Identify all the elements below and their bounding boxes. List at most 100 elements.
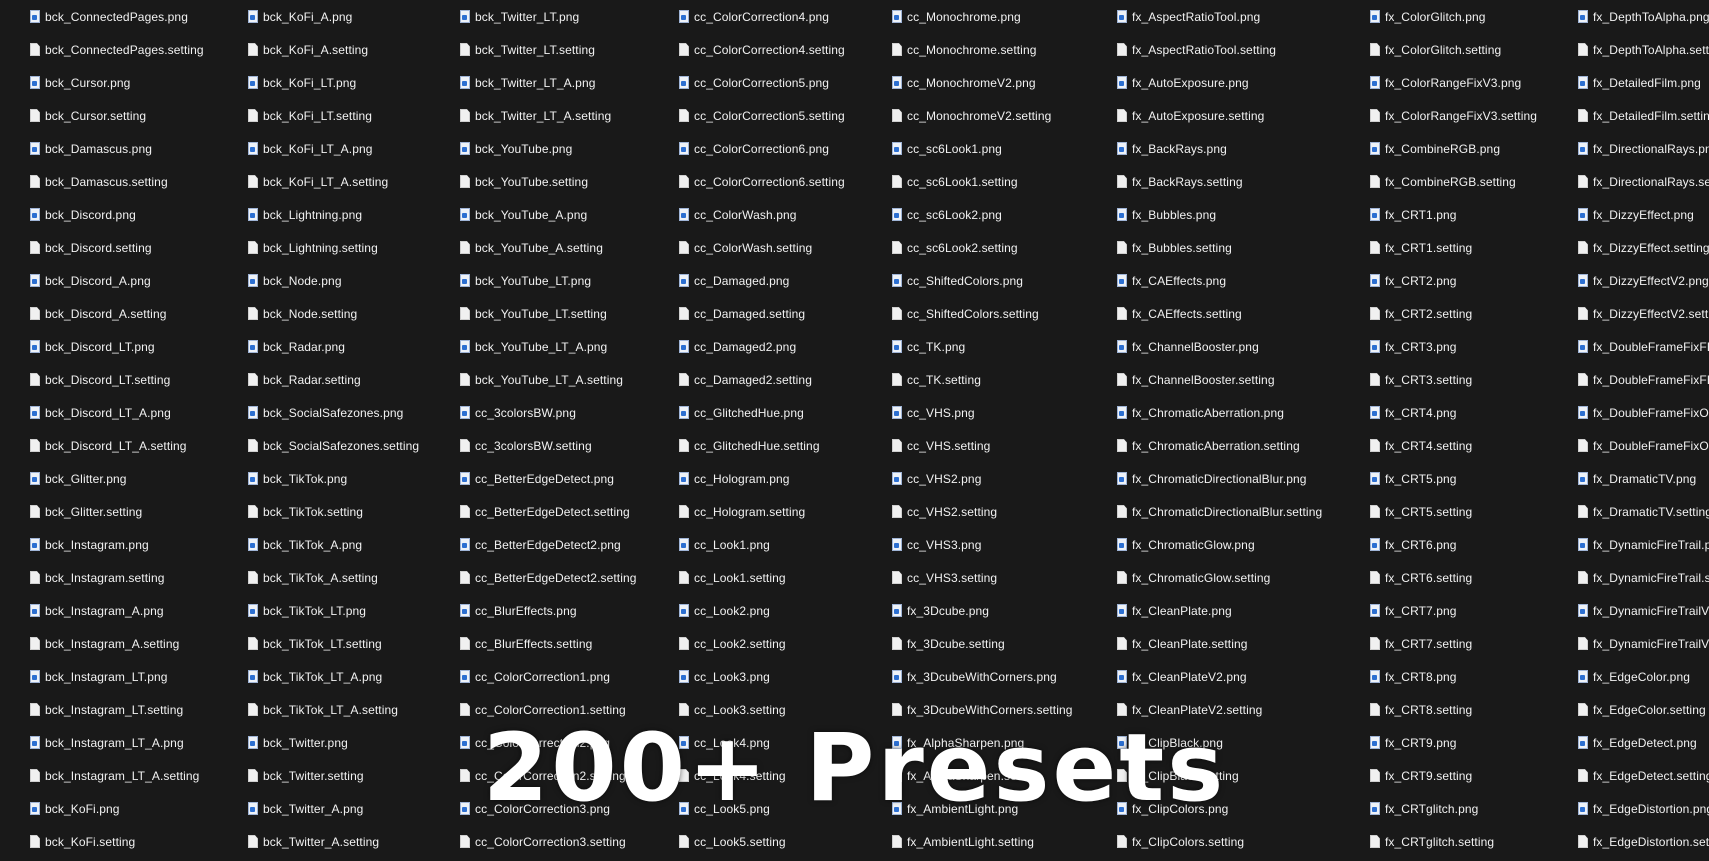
file-item[interactable]: fx_ChannelBooster.png	[1117, 330, 1322, 363]
file-item[interactable]: bck_Twitter_A.setting	[248, 825, 419, 858]
file-item[interactable]: fx_CRT7.setting	[1370, 627, 1537, 660]
file-item[interactable]: fx_3Dcube.setting	[892, 627, 1073, 660]
file-item[interactable]: fx_DizzyEffect.png	[1578, 198, 1709, 231]
file-item[interactable]: cc_sc6Look2.png	[892, 198, 1073, 231]
file-item[interactable]: fx_DynamicFireTrailV2.png	[1578, 594, 1709, 627]
file-item[interactable]: cc_TK.setting	[892, 363, 1073, 396]
file-item[interactable]: bck_YouTube_A.setting	[460, 231, 637, 264]
file-item[interactable]: cc_Look2.setting	[679, 627, 845, 660]
file-item[interactable]: cc_ColorCorrection1.setting	[460, 693, 637, 726]
file-item[interactable]: fx_DoubleFrameFixFB.png	[1578, 330, 1709, 363]
file-item[interactable]: bck_YouTube.png	[460, 132, 637, 165]
file-item[interactable]: bck_KoFi.png	[30, 792, 204, 825]
file-item[interactable]: bck_Twitter_LT.png	[460, 0, 637, 33]
file-item[interactable]: fx_3Dcube.png	[892, 594, 1073, 627]
file-item[interactable]: fx_CRT5.png	[1370, 462, 1537, 495]
file-item[interactable]: fx_EdgeDistortion.png	[1578, 792, 1709, 825]
file-item[interactable]: bck_Instagram.setting	[30, 561, 204, 594]
file-item[interactable]: bck_KoFi_A.png	[248, 0, 419, 33]
file-item[interactable]: fx_DramaticTV.png	[1578, 462, 1709, 495]
file-item[interactable]: cc_Damaged.setting	[679, 297, 845, 330]
file-item[interactable]: fx_CRT3.setting	[1370, 363, 1537, 396]
file-item[interactable]: fx_EdgeDistortion.setting	[1578, 825, 1709, 858]
file-item[interactable]: bck_Discord_LT_A.png	[30, 396, 204, 429]
file-item[interactable]: cc_BlurEffects.setting	[460, 627, 637, 660]
file-item[interactable]: bck_YouTube_LT_A.png	[460, 330, 637, 363]
file-item[interactable]: bck_Twitter.setting	[248, 759, 419, 792]
file-item[interactable]: bck_Discord.setting	[30, 231, 204, 264]
file-item[interactable]: fx_ColorGlitch.setting	[1370, 33, 1537, 66]
file-item[interactable]: fx_3DcubeWithCorners.png	[892, 660, 1073, 693]
file-item[interactable]: bck_Lightning.png	[248, 198, 419, 231]
file-item[interactable]: bck_TikTok_LT.setting	[248, 627, 419, 660]
file-item[interactable]: bck_Discord_LT.setting	[30, 363, 204, 396]
file-item[interactable]: fx_CRTglitch.png	[1370, 792, 1537, 825]
file-item[interactable]: cc_MonochromeV2.setting	[892, 99, 1073, 132]
file-item[interactable]: cc_BetterEdgeDetect2.png	[460, 528, 637, 561]
file-item[interactable]: fx_CRT8.png	[1370, 660, 1537, 693]
file-item[interactable]: cc_ColorCorrection6.png	[679, 132, 845, 165]
file-item[interactable]: bck_Node.setting	[248, 297, 419, 330]
file-item[interactable]: cc_TK.png	[892, 330, 1073, 363]
file-item[interactable]: fx_Bubbles.setting	[1117, 231, 1322, 264]
file-item[interactable]: bck_Instagram_A.setting	[30, 627, 204, 660]
file-item[interactable]: cc_Damaged2.setting	[679, 363, 845, 396]
file-item[interactable]: cc_ColorWash.setting	[679, 231, 845, 264]
file-item[interactable]: cc_Look4.png	[679, 726, 845, 759]
file-item[interactable]: cc_Hologram.setting	[679, 495, 845, 528]
file-item[interactable]: fx_DynamicFireTrailV2.setting	[1578, 627, 1709, 660]
file-item[interactable]: fx_CRT9.setting	[1370, 759, 1537, 792]
file-item[interactable]: bck_Cursor.setting	[30, 99, 204, 132]
file-item[interactable]: bck_Lightning.setting	[248, 231, 419, 264]
file-item[interactable]: fx_CRT4.setting	[1370, 429, 1537, 462]
file-item[interactable]: fx_DizzyEffectV2.setting	[1578, 297, 1709, 330]
file-item[interactable]: bck_Discord.png	[30, 198, 204, 231]
file-item[interactable]: bck_Twitter.png	[248, 726, 419, 759]
file-item[interactable]: cc_Look1.png	[679, 528, 845, 561]
file-item[interactable]: fx_AutoExposure.png	[1117, 66, 1322, 99]
file-item[interactable]: fx_EdgeColor.png	[1578, 660, 1709, 693]
file-item[interactable]: bck_TikTok_A.png	[248, 528, 419, 561]
file-item[interactable]: fx_CombineRGB.png	[1370, 132, 1537, 165]
file-item[interactable]: cc_BetterEdgeDetect.setting	[460, 495, 637, 528]
file-item[interactable]: bck_Instagram_LT.setting	[30, 693, 204, 726]
file-item[interactable]: cc_ColorWash.png	[679, 198, 845, 231]
file-item[interactable]: cc_ColorCorrection5.setting	[679, 99, 845, 132]
file-item[interactable]: cc_VHS3.setting	[892, 561, 1073, 594]
file-item[interactable]: cc_Damaged.png	[679, 264, 845, 297]
file-item[interactable]: fx_CleanPlateV2.png	[1117, 660, 1322, 693]
file-item[interactable]: fx_ClipBlack.setting	[1117, 759, 1322, 792]
file-item[interactable]: cc_Look4.setting	[679, 759, 845, 792]
file-item[interactable]: fx_ColorRangeFixV3.setting	[1370, 99, 1537, 132]
file-item[interactable]: cc_Hologram.png	[679, 462, 845, 495]
file-item[interactable]: bck_Radar.png	[248, 330, 419, 363]
file-item[interactable]: bck_YouTube_LT_A.setting	[460, 363, 637, 396]
file-item[interactable]: bck_TikTok_LT.png	[248, 594, 419, 627]
file-item[interactable]: cc_Monochrome.setting	[892, 33, 1073, 66]
file-item[interactable]: bck_Twitter_LT_A.png	[460, 66, 637, 99]
file-item[interactable]: cc_ColorCorrection6.setting	[679, 165, 845, 198]
file-item[interactable]: cc_VHS.png	[892, 396, 1073, 429]
file-item[interactable]: cc_Look3.setting	[679, 693, 845, 726]
file-item[interactable]: fx_ChromaticDirectionalBlur.png	[1117, 462, 1322, 495]
file-item[interactable]: fx_CleanPlate.png	[1117, 594, 1322, 627]
file-item[interactable]: fx_ClipBlack.png	[1117, 726, 1322, 759]
file-item[interactable]: bck_KoFi.setting	[30, 825, 204, 858]
file-item[interactable]: fx_DirectionalRays.setting	[1578, 165, 1709, 198]
file-item[interactable]: fx_DynamicFireTrail.setting	[1578, 561, 1709, 594]
file-item[interactable]: fx_Bubbles.png	[1117, 198, 1322, 231]
file-item[interactable]: bck_Damascus.png	[30, 132, 204, 165]
file-item[interactable]: bck_ConnectedPages.png	[30, 0, 204, 33]
file-item[interactable]: bck_KoFi_LT_A.png	[248, 132, 419, 165]
file-item[interactable]: fx_CRT1.setting	[1370, 231, 1537, 264]
file-item[interactable]: cc_3colorsBW.setting	[460, 429, 637, 462]
file-item[interactable]: fx_BackRays.png	[1117, 132, 1322, 165]
file-item[interactable]: bck_KoFi_LT.setting	[248, 99, 419, 132]
file-item[interactable]: fx_DepthToAlpha.png	[1578, 0, 1709, 33]
file-item[interactable]: fx_ChromaticDirectionalBlur.setting	[1117, 495, 1322, 528]
file-item[interactable]: cc_BlurEffects.png	[460, 594, 637, 627]
file-item[interactable]: fx_ClipColors.setting	[1117, 825, 1322, 858]
file-item[interactable]: cc_3colorsBW.png	[460, 396, 637, 429]
file-item[interactable]: fx_CRT8.setting	[1370, 693, 1537, 726]
file-item[interactable]: cc_ColorCorrection3.setting	[460, 825, 637, 858]
